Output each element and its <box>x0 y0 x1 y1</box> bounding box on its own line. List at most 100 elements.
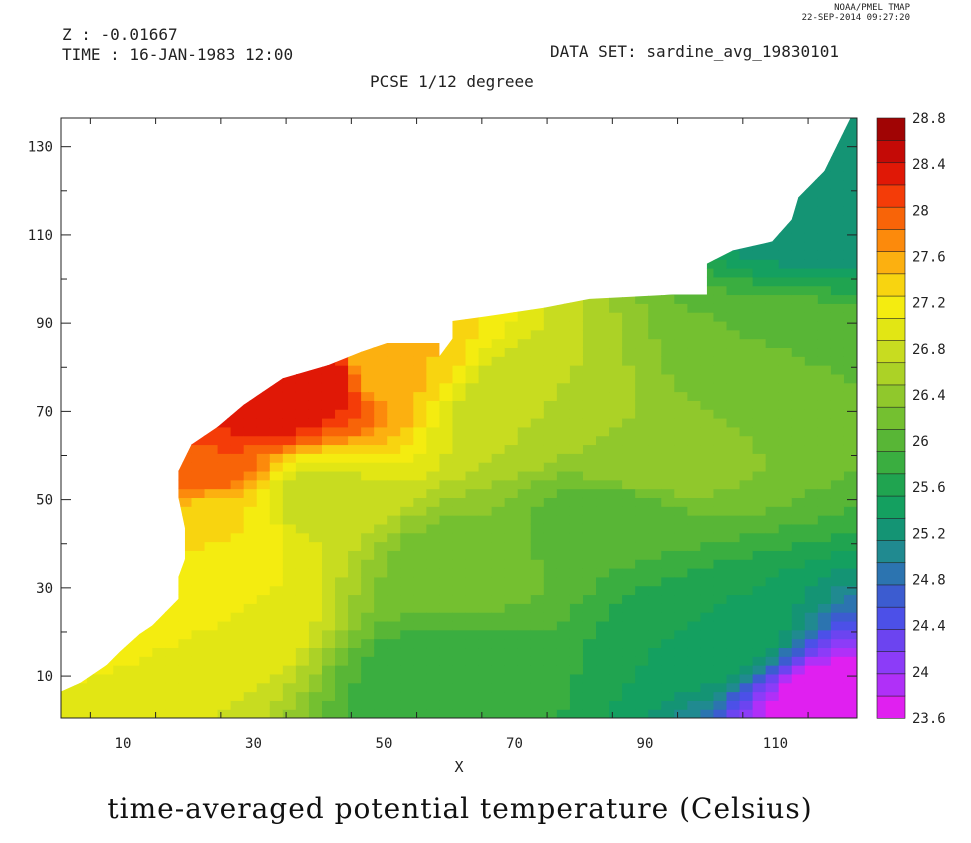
heatmap-cell <box>113 479 127 490</box>
heatmap-cell <box>439 259 454 269</box>
heatmap-cell <box>74 673 88 684</box>
heatmap-cell <box>295 153 310 163</box>
heatmap-cell <box>61 673 75 684</box>
heatmap-cell <box>778 373 793 384</box>
y-tick-label: 30 <box>36 581 53 597</box>
heatmap-cell <box>139 241 153 251</box>
heatmap-cell <box>465 356 480 366</box>
heatmap-cell <box>230 126 245 137</box>
y-tick-label: 90 <box>36 316 53 332</box>
heatmap-cell <box>113 523 127 534</box>
heatmap-cell <box>413 568 427 578</box>
heatmap-cell <box>556 462 571 472</box>
heatmap-cell <box>830 241 845 251</box>
heatmap-cell <box>465 373 480 384</box>
heatmap-cell <box>452 673 467 684</box>
heatmap-cell <box>609 373 623 384</box>
heatmap-cell <box>674 329 688 340</box>
heatmap-cell <box>635 118 649 128</box>
heatmap-cell <box>752 188 767 199</box>
heatmap-cell <box>74 638 88 649</box>
heatmap-cell <box>256 620 271 631</box>
heatmap-cell <box>648 320 662 331</box>
heatmap-cell <box>726 276 741 287</box>
heatmap-cell <box>243 197 258 207</box>
heatmap-cell <box>504 206 519 216</box>
heatmap-cell <box>648 673 662 684</box>
heatmap-cell <box>100 665 114 675</box>
heatmap-cell <box>348 506 362 516</box>
heatmap-cell <box>491 418 506 428</box>
heatmap-cell <box>700 197 715 207</box>
heatmap-cell <box>543 541 558 551</box>
heatmap-cell <box>504 665 519 675</box>
heatmap-cell <box>321 188 336 199</box>
heatmap-cell <box>609 259 623 269</box>
heatmap-cell <box>243 338 258 349</box>
heatmap-cell <box>387 612 401 622</box>
heatmap-cell <box>726 515 741 525</box>
heatmap-cell <box>269 629 284 640</box>
heatmap-cell <box>674 444 688 454</box>
heatmap-cell <box>817 453 832 463</box>
heatmap-cell <box>622 435 636 446</box>
heatmap-cell <box>582 206 597 216</box>
heatmap-cell <box>413 541 427 551</box>
heatmap-cell <box>308 656 323 666</box>
heatmap-cell <box>843 268 857 278</box>
heatmap-cell <box>569 188 584 199</box>
heatmap-cell <box>139 435 153 446</box>
heatmap-cell <box>361 179 375 190</box>
heatmap-cell <box>556 700 571 710</box>
heatmap-cell <box>243 118 258 128</box>
heatmap-cell <box>713 188 728 199</box>
heatmap-cell <box>230 620 245 631</box>
heatmap-cell <box>165 197 180 207</box>
heatmap-cell <box>478 479 493 490</box>
heatmap-cell <box>674 294 688 304</box>
heatmap-cell <box>321 444 336 454</box>
heatmap-cell <box>804 629 819 640</box>
heatmap-cell <box>74 144 88 154</box>
heatmap-cell <box>126 179 140 190</box>
heatmap-cell <box>126 170 140 181</box>
heatmap-cell <box>413 603 427 613</box>
heatmap-cell <box>752 559 767 569</box>
heatmap-cell <box>661 259 675 269</box>
heatmap-cell <box>530 276 545 287</box>
heatmap-cell <box>726 656 741 666</box>
heatmap-cell <box>635 312 649 322</box>
heatmap-cell <box>139 647 153 657</box>
heatmap-cell <box>165 541 180 551</box>
heatmap-cell <box>191 294 206 304</box>
heatmap-cell <box>504 285 519 296</box>
heatmap-cell <box>113 462 127 472</box>
heatmap-cell <box>126 118 140 128</box>
heatmap-cell <box>713 515 728 525</box>
heatmap-cell <box>230 470 245 481</box>
heatmap-cell <box>282 400 297 410</box>
heatmap-cell <box>791 506 806 516</box>
heatmap-cell <box>517 179 532 190</box>
heatmap-cell <box>622 506 636 516</box>
heatmap-cell <box>321 638 336 649</box>
heatmap-cell <box>361 223 375 234</box>
heatmap-cell <box>478 418 493 428</box>
heatmap-cell <box>765 673 780 684</box>
heatmap-cell <box>308 268 323 278</box>
heatmap-cell <box>452 532 467 543</box>
heatmap-cell <box>348 285 362 296</box>
heatmap-cell <box>596 479 610 490</box>
heatmap-cell <box>269 170 284 181</box>
colorbar-swatch <box>876 562 906 586</box>
heatmap-cell <box>217 515 232 525</box>
heatmap-cell <box>74 285 88 296</box>
heatmap-cell <box>843 700 857 710</box>
heatmap-cell <box>804 303 819 313</box>
heatmap-cell <box>752 294 767 304</box>
heatmap-cell <box>400 144 414 154</box>
heatmap-cell <box>61 170 75 181</box>
heatmap-cell <box>504 365 519 375</box>
heatmap-cell <box>635 179 649 190</box>
heatmap-cell <box>308 506 323 516</box>
